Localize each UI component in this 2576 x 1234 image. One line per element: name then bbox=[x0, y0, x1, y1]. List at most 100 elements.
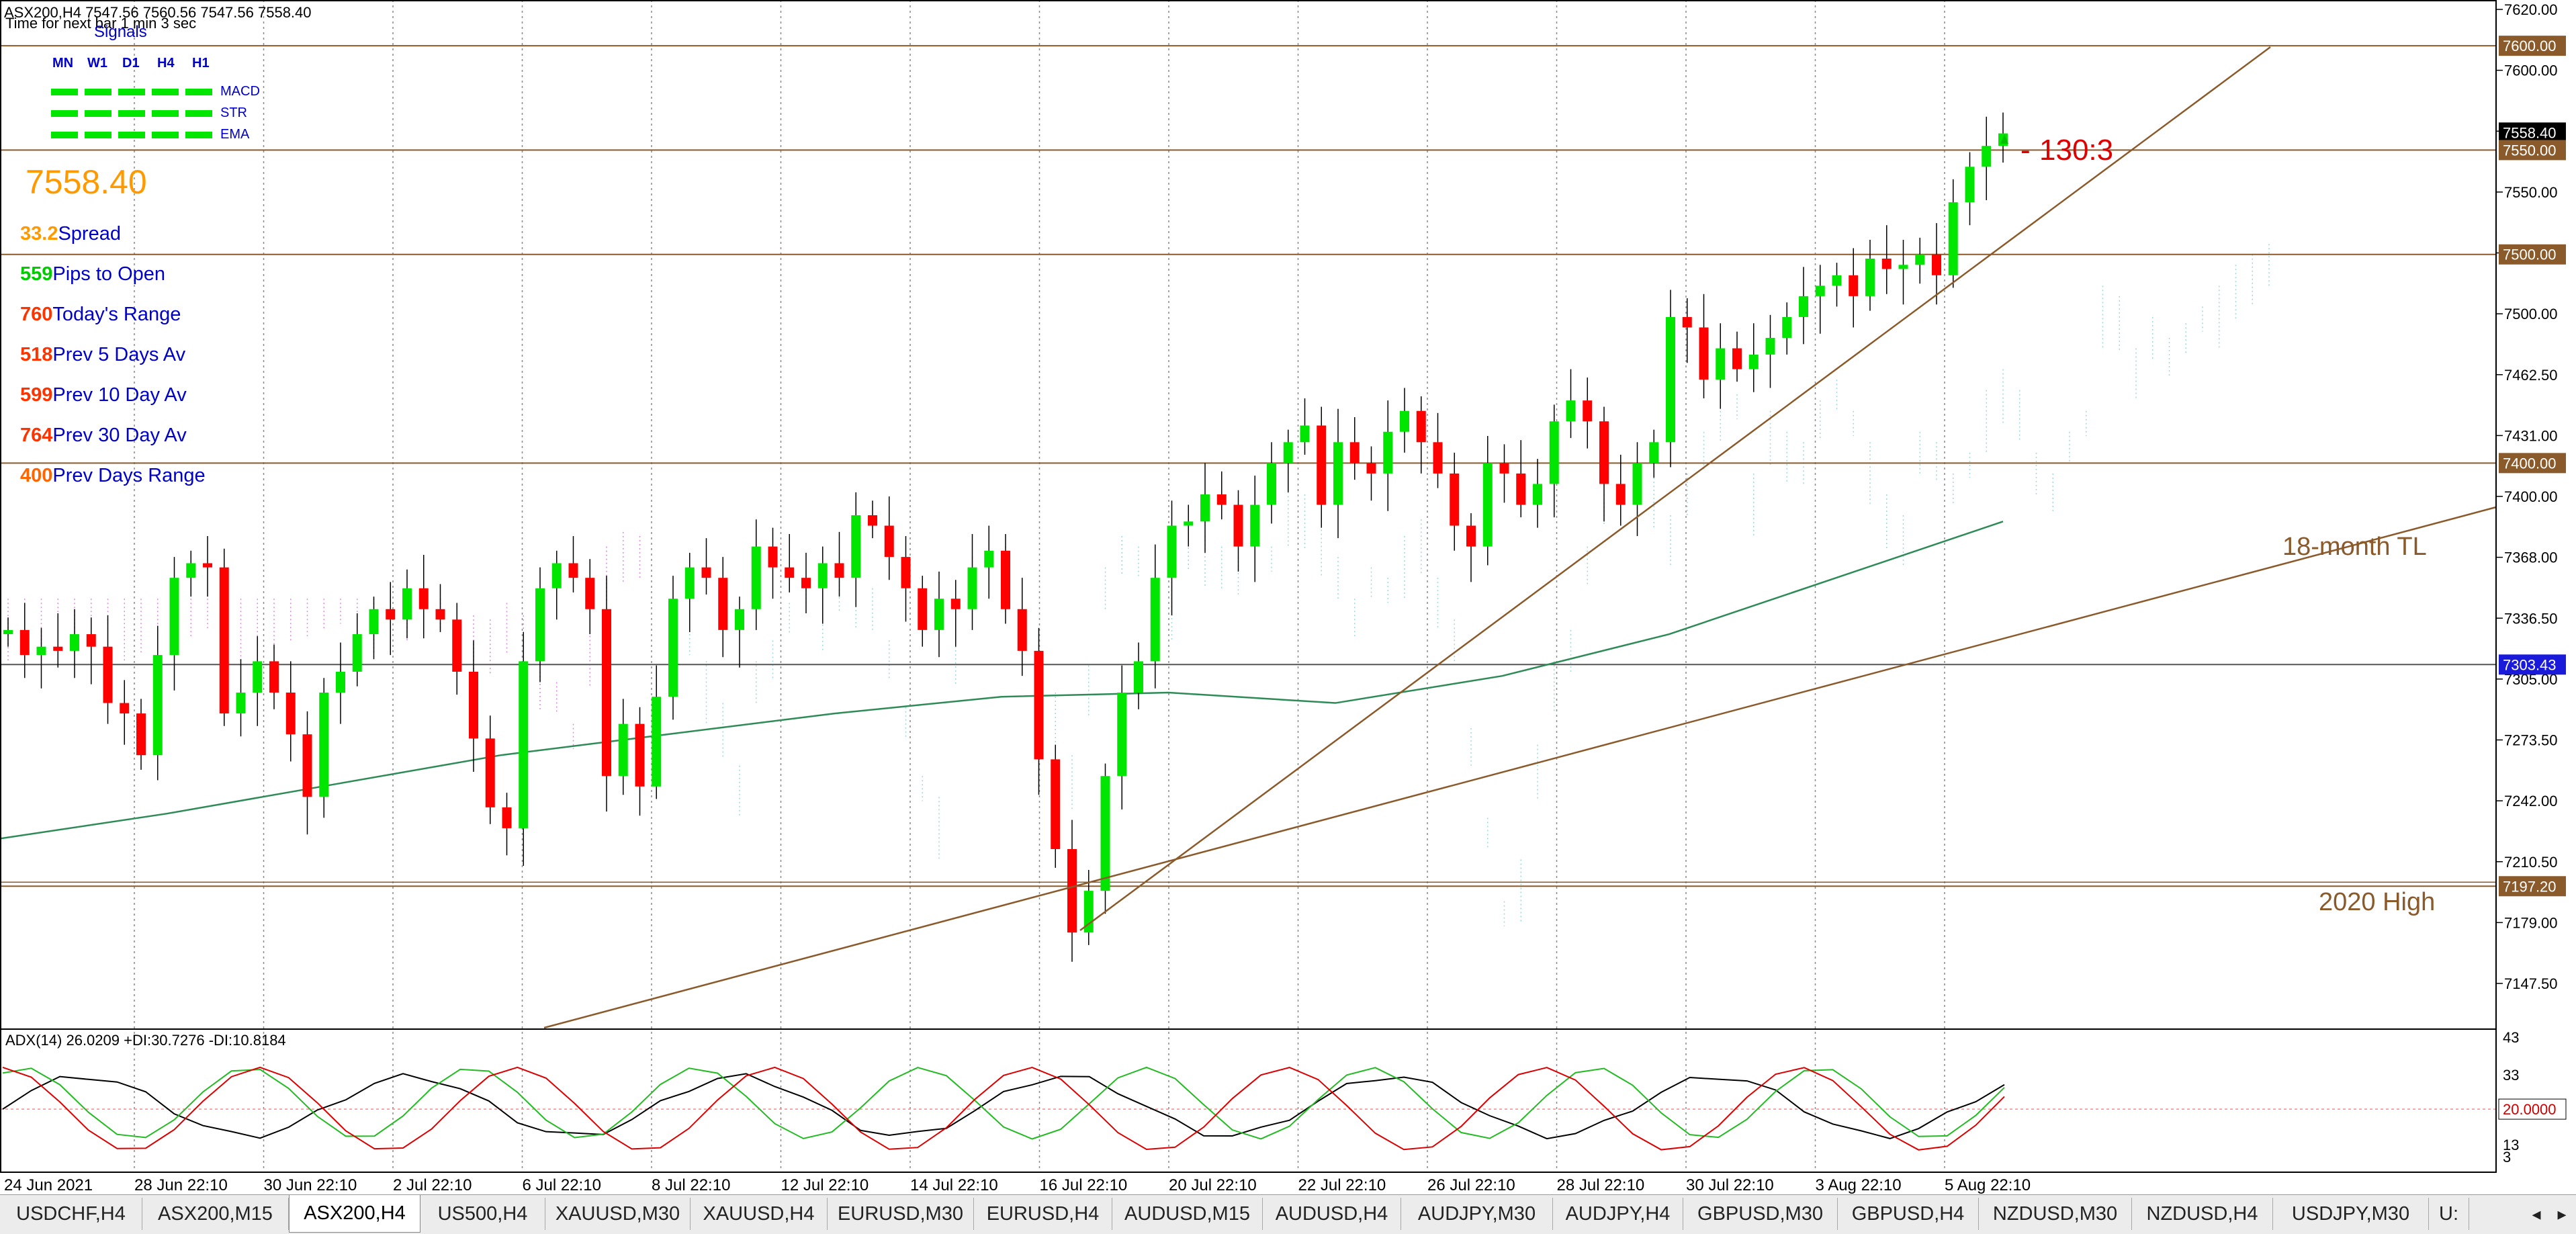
trendline-18-month[interactable] bbox=[543, 506, 2497, 1029]
stat-label: Prev 30 Day Av bbox=[52, 425, 187, 446]
tab-xauusd-h4[interactable]: XAUUSD,H4 bbox=[691, 1198, 828, 1230]
candle-body bbox=[435, 609, 445, 620]
candle-body bbox=[1167, 525, 1177, 578]
candle-body bbox=[1732, 348, 1742, 369]
candle-body bbox=[152, 655, 163, 756]
price-tick-label: 7462.50 bbox=[2504, 367, 2558, 384]
tab-eurusd-h4[interactable]: EURUSD,H4 bbox=[974, 1198, 1112, 1230]
tab-gbpusd-h4[interactable]: GBPUSD,H4 bbox=[1838, 1198, 1979, 1230]
time-label: 16 Jul 22:10 bbox=[1040, 1176, 1128, 1194]
stat-row: 518Prev 5 Days Av bbox=[20, 344, 186, 365]
time-label: 5 Aug 22:10 bbox=[1945, 1176, 2031, 1194]
candle-body bbox=[1200, 494, 1210, 522]
tab-scroll-right-icon[interactable]: ▸ bbox=[2557, 1204, 2567, 1224]
price-tick-label: 7400.00 bbox=[2504, 488, 2558, 505]
tab-eurusd-m30[interactable]: EURUSD,M30 bbox=[828, 1198, 974, 1230]
tab-asx200-h4[interactable]: ASX200,H4 bbox=[289, 1195, 420, 1233]
time-label: 3 Aug 22:10 bbox=[1816, 1176, 1902, 1194]
signal-bar bbox=[185, 89, 212, 95]
candle-body bbox=[1849, 275, 1859, 296]
candle-body bbox=[701, 567, 711, 578]
price-tag-label: 7197.20 bbox=[2503, 878, 2557, 895]
candle-body bbox=[768, 546, 778, 568]
candle-body bbox=[3, 629, 13, 635]
trendline-short[interactable] bbox=[1079, 46, 2271, 932]
adx-tick-label: 43 bbox=[2503, 1029, 2519, 1046]
signal-bar bbox=[85, 110, 112, 117]
bar-timer: Time for next bar 1 min 3 sec bbox=[5, 15, 196, 32]
candle-body bbox=[402, 588, 412, 620]
time-label: 30 Jun 22:10 bbox=[264, 1176, 357, 1194]
time-label: 14 Jul 22:10 bbox=[910, 1176, 998, 1194]
candle-body bbox=[452, 619, 462, 672]
candle-body bbox=[1782, 316, 1792, 338]
tab-nzdusd-m30[interactable]: NZDUSD,M30 bbox=[1979, 1198, 2132, 1230]
time-label: 8 Jul 22:10 bbox=[652, 1176, 730, 1194]
signals-title: Signals bbox=[94, 23, 147, 41]
candle-body bbox=[1948, 202, 1958, 275]
price-tick-label: 7210.50 bbox=[2504, 854, 2558, 871]
candle-body bbox=[319, 693, 329, 797]
price-tick-label: 7179.00 bbox=[2504, 914, 2558, 931]
time-label: 26 Jul 22:10 bbox=[1427, 1176, 1515, 1194]
candles bbox=[3, 112, 2008, 962]
candle-body bbox=[1583, 400, 1593, 422]
signal-bar bbox=[118, 110, 145, 117]
time-label: 30 Jul 22:10 bbox=[1686, 1176, 1774, 1194]
stat-row: 33.2Spread bbox=[20, 223, 121, 245]
candle-body bbox=[735, 609, 744, 630]
candle-body bbox=[36, 646, 46, 656]
tab-audjpy-h4[interactable]: AUDJPY,H4 bbox=[1553, 1198, 1683, 1230]
stat-label: Spread bbox=[58, 223, 121, 245]
candle-body bbox=[1898, 265, 1908, 269]
minus-di-line bbox=[2, 1066, 2005, 1151]
price-tag bbox=[2499, 122, 2566, 143]
trendlines[interactable] bbox=[543, 46, 2497, 1029]
tab-audjpy-m30[interactable]: AUDJPY,M30 bbox=[1401, 1198, 1553, 1230]
tab-nzdusd-h4[interactable]: NZDUSD,H4 bbox=[2132, 1198, 2273, 1230]
candle-body bbox=[19, 629, 30, 656]
signal-row-ema: EMA bbox=[220, 127, 250, 142]
candle-body bbox=[817, 563, 828, 588]
tab-audusd-h4[interactable]: AUDUSD,H4 bbox=[1263, 1198, 1401, 1230]
tab-xauusd-m30[interactable]: XAUUSD,M30 bbox=[545, 1198, 691, 1230]
candle-body bbox=[751, 546, 761, 609]
tab-audusd-m15[interactable]: AUDUSD,M15 bbox=[1112, 1198, 1263, 1230]
up-arrow-icon bbox=[2000, 134, 2008, 144]
price-tag-label: 7500.00 bbox=[2503, 247, 2557, 263]
tab-gbpusd-m30[interactable]: GBPUSD,M30 bbox=[1683, 1198, 1838, 1230]
adx-label: ADX(14) 26.0209 +DI:30.7276 -DI:10.8184 bbox=[5, 1032, 286, 1049]
candle-body bbox=[269, 661, 279, 693]
candle-body bbox=[1615, 484, 1626, 505]
ma-line bbox=[0, 521, 2004, 840]
candle-body bbox=[1150, 578, 1160, 662]
tab-usdchf-h4[interactable]: USDCHF,H4 bbox=[0, 1198, 142, 1230]
candle-body bbox=[186, 563, 196, 578]
adx-line bbox=[2, 1073, 2005, 1140]
tab-scroll-left-icon[interactable]: ◂ bbox=[2532, 1204, 2541, 1224]
candle-body bbox=[1932, 254, 1941, 275]
candle-body bbox=[668, 599, 678, 697]
candle-body bbox=[1682, 316, 1692, 328]
tab-usdjpy-m30[interactable]: USDJPY,M30 bbox=[2273, 1198, 2429, 1230]
tab-us500-h4[interactable]: US500,H4 bbox=[420, 1198, 545, 1230]
stat-label: Pips to Open bbox=[52, 263, 165, 285]
candle-body bbox=[1549, 421, 1559, 484]
stat-row: 400Prev Days Range bbox=[20, 465, 206, 486]
candle-body bbox=[236, 693, 246, 714]
candle-body bbox=[219, 567, 229, 714]
tab-u-[interactable]: U: bbox=[2429, 1198, 2469, 1230]
adx-tick-label: 33 bbox=[2503, 1067, 2519, 1084]
candle-body bbox=[1100, 776, 1110, 891]
candle-body bbox=[785, 567, 795, 578]
candle-body bbox=[1400, 410, 1409, 432]
tab-asx200-m15[interactable]: ASX200,M15 bbox=[142, 1198, 289, 1230]
candle-body bbox=[1982, 146, 1992, 167]
horizontal-levels bbox=[0, 45, 2496, 887]
candle-body bbox=[285, 693, 296, 735]
candle-body bbox=[352, 634, 362, 672]
trendline-18m-label: 18-month TL bbox=[2282, 533, 2427, 561]
time-label: 12 Jul 22:10 bbox=[781, 1176, 869, 1194]
candle-body bbox=[934, 599, 944, 630]
